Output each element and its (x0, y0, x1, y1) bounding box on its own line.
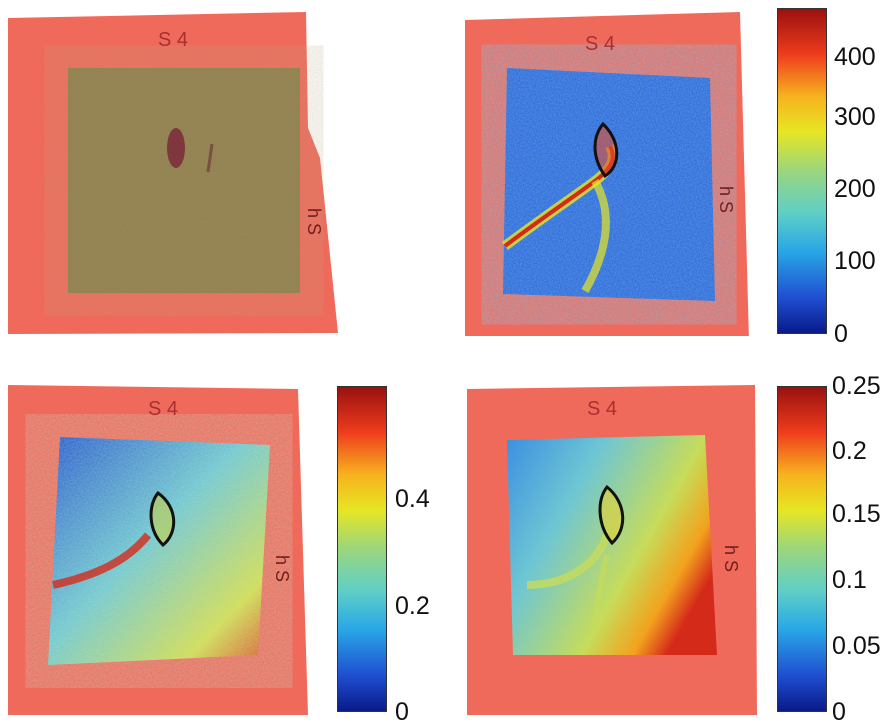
paper-label: S 4 (587, 398, 617, 420)
colorbar-tick: 0 (832, 698, 846, 726)
lesion-outline (598, 484, 625, 546)
lesion-outline (149, 490, 176, 548)
colorbar-tick: 0.2 (832, 437, 867, 465)
vessel-trace (52, 532, 152, 589)
photo-panel-raw: S 4 h S (8, 8, 338, 338)
side-label: h S (272, 555, 292, 582)
colorbar-tick: 0.1 (832, 566, 867, 594)
colorbar-tick: 0.05 (832, 632, 881, 660)
lesion (167, 128, 185, 168)
colorbar-tick: 0.15 (832, 500, 881, 528)
colorbar-tick: 300 (834, 103, 876, 131)
colorbar-tick: 0.25 (832, 372, 881, 400)
map-panel-bottom-left: S 4 h S (8, 385, 318, 715)
colorbar-tick: 400 (834, 43, 876, 71)
colorbar-tick: 0 (834, 320, 848, 348)
colorbar-top-right (777, 8, 827, 334)
side-label: h S (721, 545, 741, 572)
paper-label: S 4 (585, 33, 615, 55)
heat-map (507, 435, 717, 655)
paper-label: S 4 (148, 398, 178, 420)
side-label: h S (716, 186, 736, 213)
colorbar-tick: 0.4 (395, 485, 430, 513)
map-panel-top-right: S 4 h S (465, 6, 755, 336)
colorbar-tick: 0.2 (395, 592, 430, 620)
side-label: h S (304, 208, 324, 235)
colorbar-tick: 200 (834, 175, 876, 203)
vessel-trace (526, 533, 611, 589)
map-panel-bottom-right: S 4 h S (467, 385, 757, 715)
colorbar-tick: 100 (834, 247, 876, 275)
paper-label: S 4 (158, 29, 188, 51)
lesion-outline (593, 121, 619, 179)
colorbar-bottom-left (337, 386, 387, 712)
colorbar-bottom-right (777, 386, 827, 712)
colorbar-tick: 0 (395, 698, 409, 726)
